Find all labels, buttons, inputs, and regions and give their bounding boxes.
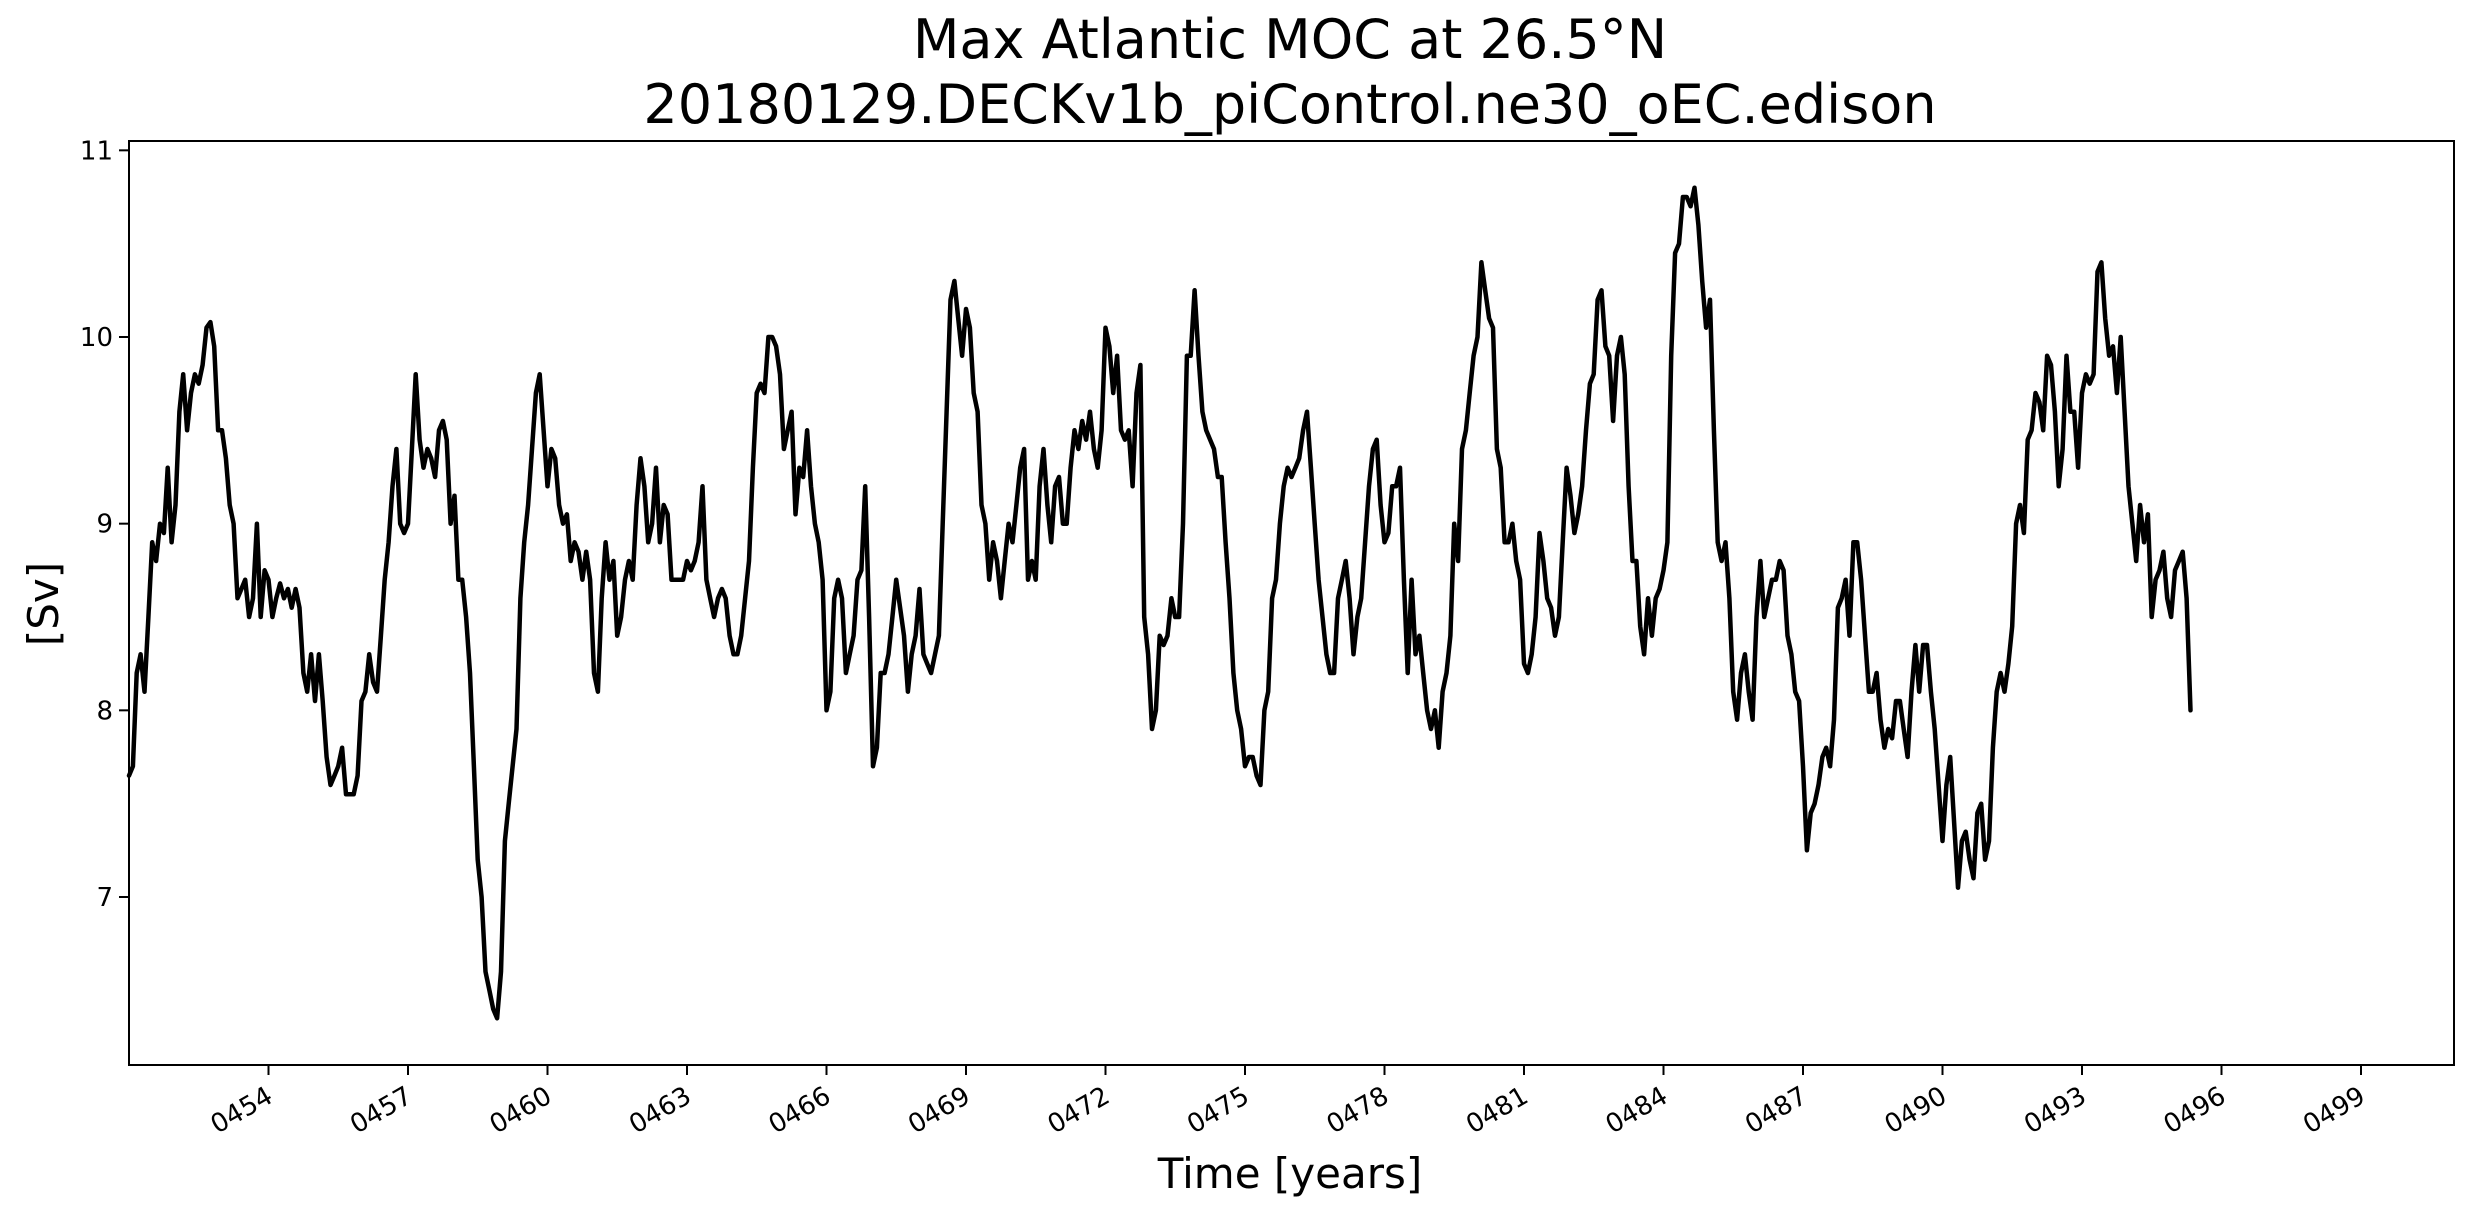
chart-subtitle: 20180129.DECKv1b_piControl.ne30_oEC.edis… (643, 73, 1936, 136)
plot-frame (128, 140, 2455, 1066)
y-tick-label: 7 (96, 883, 113, 913)
y-axis-label: [Sv] (19, 562, 68, 646)
x-axis-label: Time [years] (1157, 1149, 1423, 1198)
y-tick-label: 8 (96, 696, 113, 726)
y-axis-ticks: 7 8 9 10 11 (80, 136, 129, 913)
chart-title: Max Atlantic MOC at 26.5°N (913, 8, 1667, 71)
y-tick-label: 11 (80, 136, 113, 166)
y-tick-label: 10 (80, 323, 113, 353)
series-line (126, 185, 2193, 1021)
y-tick-label: 9 (96, 510, 113, 540)
